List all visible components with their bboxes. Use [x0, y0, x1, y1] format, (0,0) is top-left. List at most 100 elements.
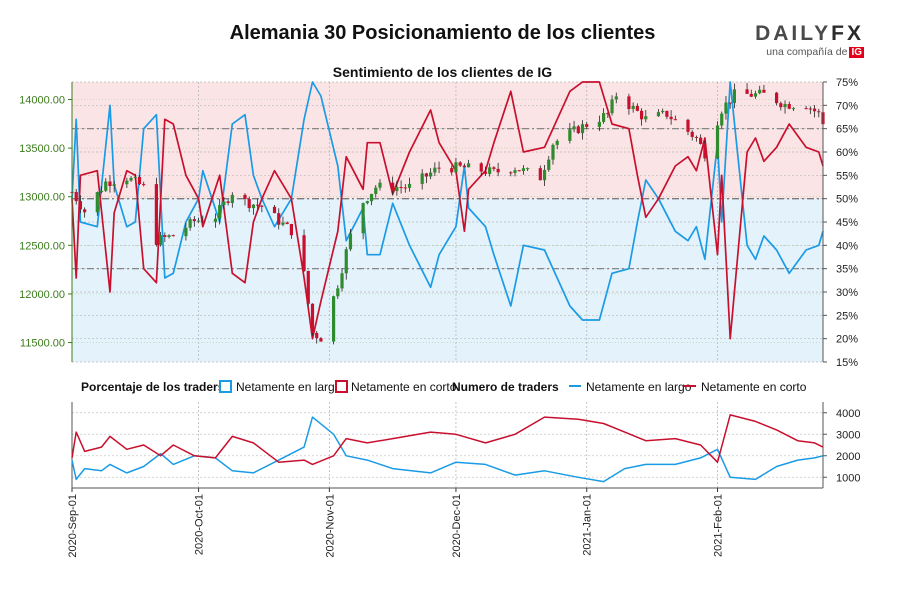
- candle-body: [218, 205, 222, 219]
- candle-body: [125, 180, 129, 185]
- price-tick-label: 12500.00: [19, 240, 65, 252]
- candle-body: [669, 116, 673, 120]
- legend-pct-title: Porcentaje de los traders: [81, 380, 225, 394]
- candle-body: [247, 199, 251, 209]
- candle-body: [783, 104, 787, 108]
- candle-body: [365, 201, 369, 204]
- candle-body: [391, 182, 395, 192]
- candle-body: [319, 338, 323, 342]
- candle-body: [758, 89, 762, 94]
- candle-body: [378, 182, 382, 188]
- candle-body: [256, 204, 260, 206]
- pct-tick-label: 55%: [836, 170, 858, 182]
- pct-tick-label: 50%: [836, 194, 858, 206]
- candle-body: [509, 172, 513, 174]
- trader-count-series: [71, 414, 824, 483]
- candle-body: [762, 89, 766, 93]
- candle-body: [526, 168, 530, 170]
- candle-body: [728, 102, 732, 104]
- candle-body: [369, 193, 374, 202]
- logo-word-fx: FX: [831, 22, 864, 45]
- candle-body: [639, 110, 644, 120]
- candle-body: [336, 288, 340, 297]
- candle-body: [779, 103, 783, 108]
- candle-body: [699, 137, 703, 144]
- candle-body: [513, 170, 517, 173]
- candle-body: [163, 235, 167, 237]
- candle-body: [188, 219, 192, 228]
- candle-body: [251, 204, 256, 209]
- candle-body: [403, 187, 407, 189]
- candle-body: [454, 162, 458, 173]
- candle-body: [479, 163, 483, 172]
- candle-body: [686, 119, 690, 132]
- x-tick-label: 2020-Oct-01: [194, 494, 206, 555]
- candle-body: [656, 112, 661, 117]
- candle-body: [568, 129, 572, 141]
- candle-body: [538, 168, 542, 181]
- candle-body: [749, 93, 753, 97]
- pct-tick-label: 20%: [836, 334, 858, 346]
- candle-body: [791, 108, 796, 110]
- logo-wordmark: DAILYFX: [755, 22, 864, 46]
- candle-body: [167, 235, 171, 237]
- candle-body: [95, 192, 99, 213]
- candle-body: [154, 184, 158, 245]
- candle-body: [99, 190, 104, 193]
- candle-body: [285, 222, 289, 224]
- candle-body: [585, 124, 589, 127]
- candle-body: [610, 99, 614, 114]
- candle-body: [597, 121, 601, 127]
- pct-tick-label: 15%: [836, 357, 858, 369]
- candle-body: [331, 296, 336, 342]
- candle-body: [576, 126, 580, 134]
- pct-tick-label: 35%: [836, 264, 858, 276]
- pct-tick-label: 40%: [836, 240, 858, 252]
- candle-body: [184, 227, 188, 237]
- price-tick-label: 14000.00: [19, 95, 65, 107]
- candle-body: [429, 172, 433, 177]
- legend: Porcentaje de los traders Netamente en l…: [81, 380, 807, 394]
- legend-num-long-label: Netamente en largo: [586, 380, 692, 394]
- count-tick-label: 3000: [836, 429, 860, 441]
- candle-body: [281, 222, 285, 225]
- candle-body: [310, 303, 315, 333]
- sentiment-background: [72, 82, 823, 362]
- legend-pct-short-swatch: [335, 380, 348, 393]
- candle-body: [635, 105, 639, 111]
- short-zone-background: [72, 82, 823, 199]
- candle-body: [302, 235, 306, 271]
- candle-body: [715, 125, 720, 159]
- candle-body: [420, 173, 424, 184]
- legend-pct-long-swatch: [219, 380, 232, 393]
- pct-tick-label: 75%: [836, 77, 858, 89]
- candle-body: [753, 93, 758, 97]
- candle-body: [142, 184, 146, 186]
- candle-body: [488, 167, 492, 174]
- candle-body: [171, 235, 175, 237]
- count-tick-label: 1000: [836, 472, 860, 484]
- candle-body: [458, 162, 462, 166]
- candle-body: [720, 113, 724, 126]
- pct-long-line: [71, 81, 824, 321]
- candle-body: [112, 184, 116, 186]
- candle-body: [192, 219, 196, 222]
- candle-body: [433, 167, 437, 173]
- legend-num-title: Numero de traders: [452, 380, 559, 394]
- candle-body: [483, 171, 488, 174]
- legend-num-short-label: Netamente en corto: [701, 380, 807, 394]
- candle-body: [159, 235, 163, 245]
- candle-body: [665, 110, 669, 117]
- pct-tick-label: 60%: [836, 147, 858, 159]
- x-tick-label: 2021-Jan-01: [582, 494, 594, 556]
- ig-badge: IG: [849, 47, 864, 58]
- pct-tick-label: 45%: [836, 217, 858, 229]
- candle-body: [104, 181, 108, 191]
- candle-body: [399, 187, 403, 189]
- candle-body: [344, 249, 348, 274]
- candle-body: [631, 105, 635, 110]
- long-zone-background: [72, 198, 823, 362]
- x-tick-label: 2021-Feb-01: [713, 494, 725, 557]
- candle-body: [496, 168, 500, 173]
